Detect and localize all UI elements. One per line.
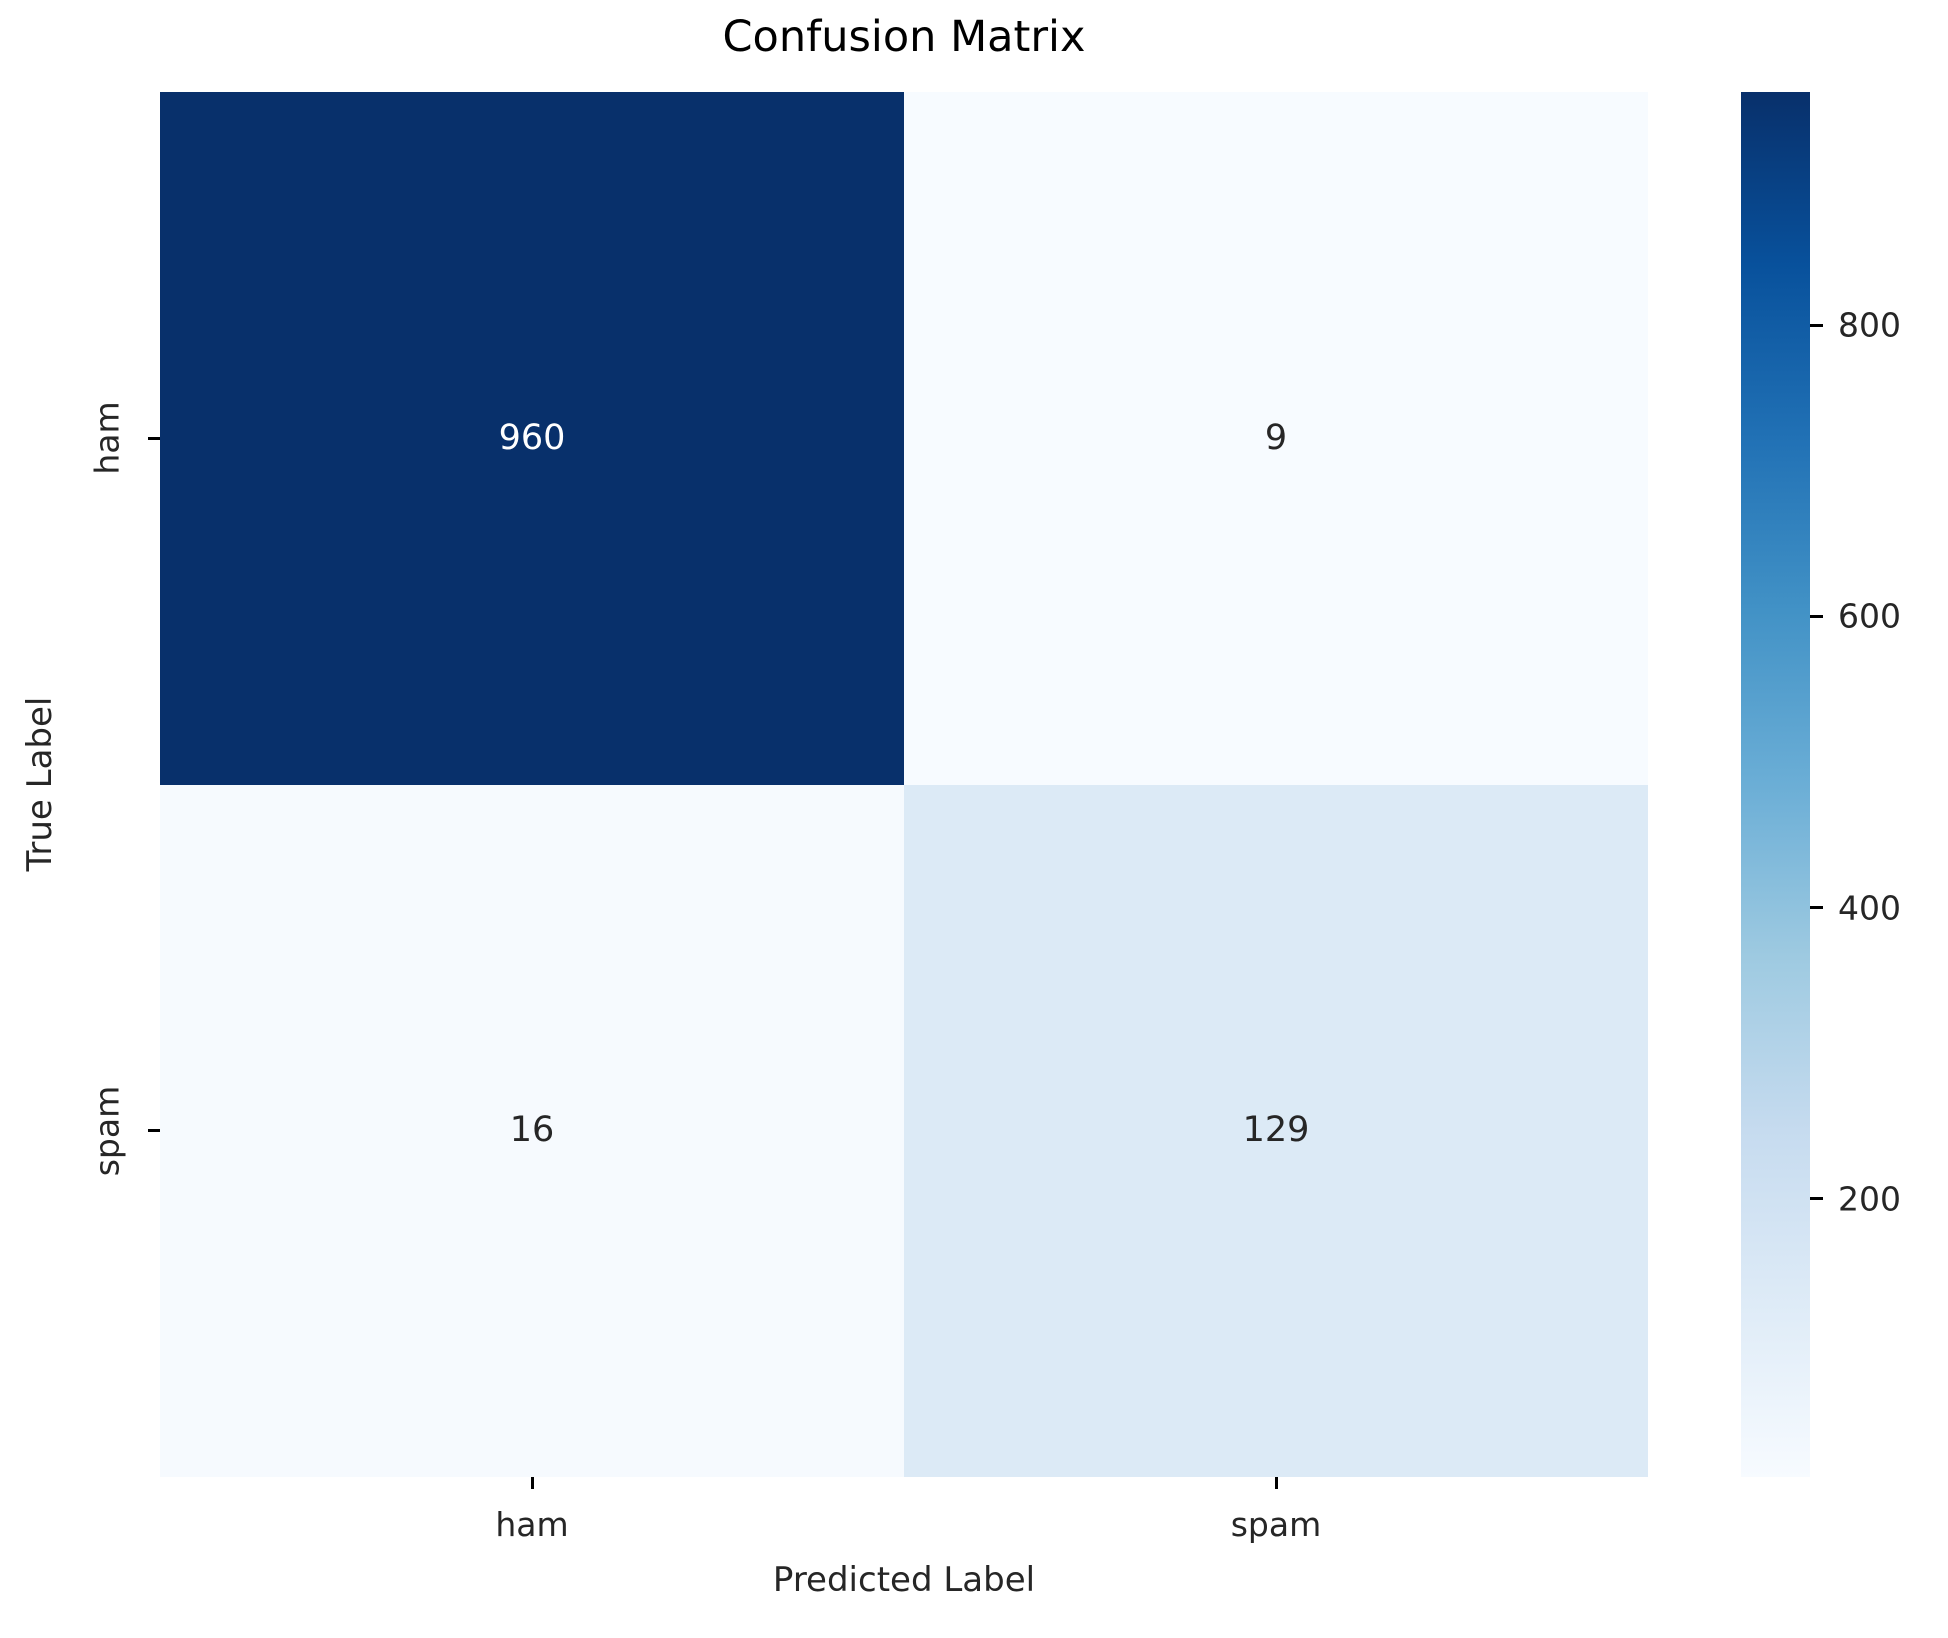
x-tick-mark <box>1274 1477 1278 1489</box>
y-tick-label-spam: spam <box>87 1085 127 1177</box>
y-tick-label-ham: ham <box>87 401 127 475</box>
heatmap-cell-ham-ham: 960 <box>160 92 904 785</box>
y-tick-mark <box>148 1129 160 1133</box>
colorbar-tick-label-200: 200 <box>1838 1179 1901 1219</box>
x-tick-label-spam: spam <box>1230 1505 1322 1544</box>
colorbar-tick-label-400: 400 <box>1838 888 1901 928</box>
colorbar-tick-mark <box>1810 614 1823 618</box>
x-tick-mark <box>530 1477 534 1489</box>
colorbar-tick-mark <box>1810 323 1823 327</box>
colorbar-tick-mark <box>1810 906 1823 910</box>
cell-value: 129 <box>1242 1110 1310 1151</box>
y-tick-mark <box>148 436 160 440</box>
colorbar <box>1741 92 1810 1477</box>
x-axis-label: Predicted Label <box>772 1560 1036 1600</box>
heatmap-cell-spam-ham: 16 <box>160 784 904 1477</box>
heatmap-cell-spam-spam: 129 <box>904 784 1648 1477</box>
cell-value: 9 <box>1264 417 1288 458</box>
chart-title: Confusion Matrix <box>722 12 1086 62</box>
heatmap-cell-ham-spam: 9 <box>904 92 1648 785</box>
y-axis-label: True Label <box>20 696 60 872</box>
cell-value: 16 <box>509 1110 555 1151</box>
colorbar-tick-mark <box>1810 1197 1823 1201</box>
colorbar-tick-label-800: 800 <box>1838 305 1901 345</box>
cell-value: 960 <box>498 417 566 458</box>
heatmap-grid: 960 9 16 129 <box>160 92 1648 1477</box>
colorbar-tick-label-600: 600 <box>1838 596 1901 636</box>
x-tick-label-ham: ham <box>495 1505 569 1544</box>
